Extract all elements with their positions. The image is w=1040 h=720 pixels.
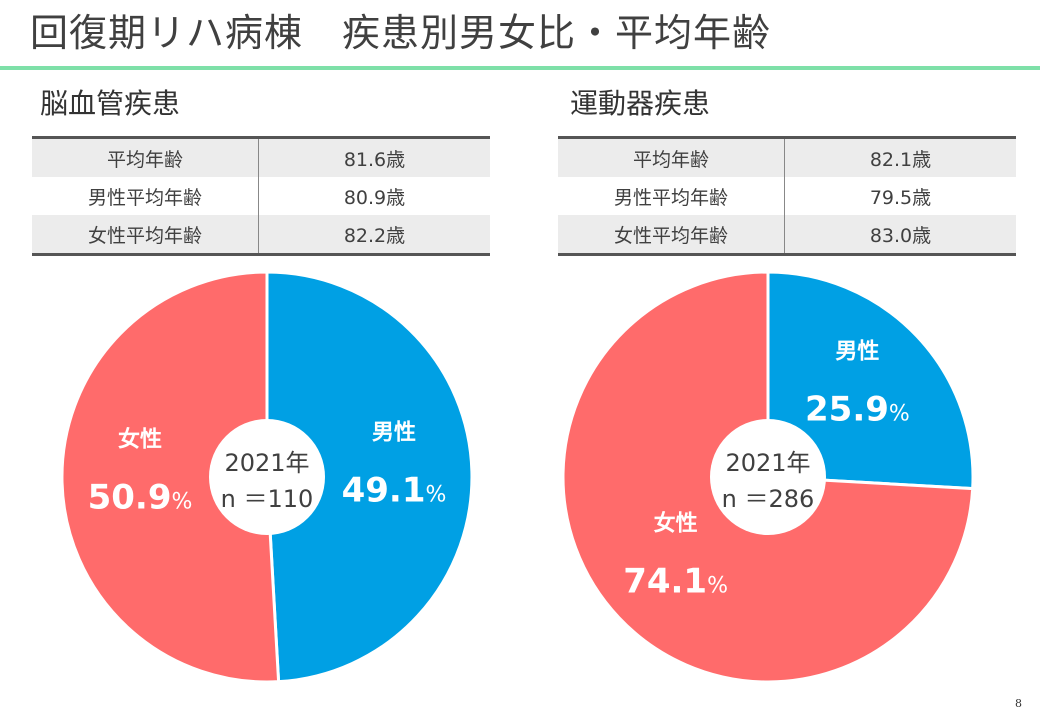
pie-slice-male xyxy=(766,270,975,491)
table-row: 平均年齢 81.6歳 xyxy=(32,137,490,177)
slice-value-label: 50.9% xyxy=(88,478,193,518)
stat-value: 80.9歳 xyxy=(343,186,406,209)
slice-value-label: 74.1% xyxy=(623,561,728,601)
donut-chart-svg: 男性 25.9% 女性 74.1% 2021年 n ＝286 xyxy=(561,270,975,684)
donut-center xyxy=(710,419,826,535)
panel-heading-musculoskeletal: 運動器疾患 xyxy=(570,87,711,120)
slice-value-label: 25.9% xyxy=(805,390,910,430)
stat-value: 79.5歳 xyxy=(869,186,932,209)
table-row: 男性平均年齢 80.9歳 xyxy=(32,177,490,215)
table-row: 男性平均年齢 79.5歳 xyxy=(558,177,1016,215)
slice-value-label: 49.1% xyxy=(342,470,447,510)
pie-slice-female xyxy=(60,270,281,684)
donut-chart-musculoskeletal: 男性 25.9% 女性 74.1% 2021年 n ＝286 xyxy=(553,262,983,692)
slice-category-label: 女性 xyxy=(654,510,698,536)
table-row: 平均年齢 82.1歳 xyxy=(558,137,1016,177)
stat-value: 82.1歳 xyxy=(784,137,1016,177)
page-number: 8 xyxy=(1015,697,1022,710)
panel-heading-stroke: 脳血管疾患 xyxy=(40,87,181,120)
center-year-label: 2021年 xyxy=(725,449,810,477)
stat-value: 81.6歳 xyxy=(258,137,490,177)
slice-category-label: 男性 xyxy=(372,420,416,445)
center-n-label: n ＝110 xyxy=(221,485,314,513)
pie-slice-male xyxy=(265,270,474,684)
stat-label: 女性平均年齢 xyxy=(558,215,785,255)
stat-value: 82.2歳 xyxy=(258,215,490,255)
stats-table-musculoskeletal: 平均年齢 82.1歳 男性平均年齢 79.5歳 女性平均年齢 83.0歳 xyxy=(558,136,1016,256)
donut-chart-svg: 男性 49.1% 女性 50.9% 2021年 n ＝110 xyxy=(60,270,474,684)
table-row: 女性平均年齢 82.2歳 xyxy=(32,215,490,255)
center-n-label: n ＝286 xyxy=(722,485,815,513)
stat-label: 男性平均年齢 xyxy=(558,177,785,215)
stat-value: 83.0歳 xyxy=(784,215,1016,255)
table-row: 女性平均年齢 83.0歳 xyxy=(558,215,1016,255)
donut-chart-stroke: 男性 49.1% 女性 50.9% 2021年 n ＝110 xyxy=(52,262,482,692)
title-divider xyxy=(0,66,1040,70)
slice-category-label: 女性 xyxy=(118,427,162,453)
stat-label: 女性平均年齢 xyxy=(32,215,259,255)
slice-category-label: 男性 xyxy=(835,340,879,365)
stat-label: 男性平均年齢 xyxy=(32,177,259,215)
stats-table-stroke: 平均年齢 81.6歳 男性平均年齢 80.9歳 女性平均年齢 82.2歳 xyxy=(32,136,490,256)
stat-label: 平均年齢 xyxy=(32,137,259,177)
donut-center xyxy=(209,419,325,535)
stat-label: 平均年齢 xyxy=(558,137,785,177)
page-title: 回復期リハ病棟 疾患別男女比・平均年齢 xyxy=(30,11,772,55)
center-year-label: 2021年 xyxy=(224,449,309,477)
